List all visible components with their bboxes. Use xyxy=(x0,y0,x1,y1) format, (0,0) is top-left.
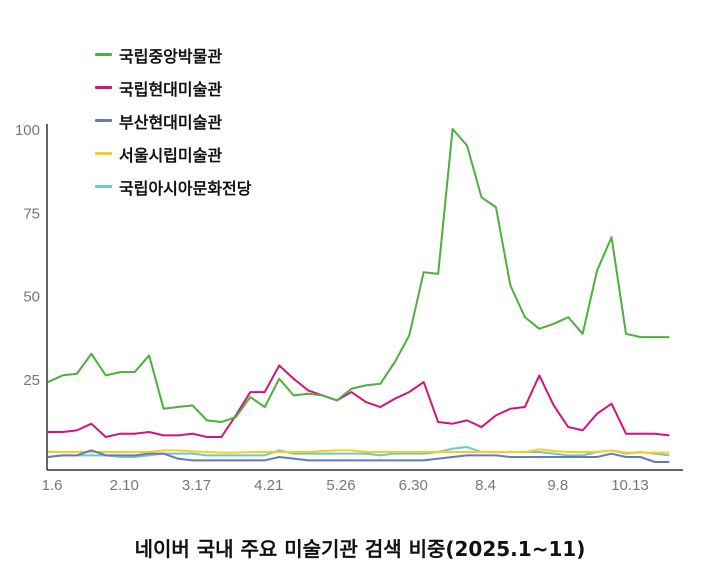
legend-swatch xyxy=(95,53,112,56)
legend-swatch xyxy=(95,152,112,155)
x-tick-label: 4.21 xyxy=(254,477,283,494)
y-tick-label: 25 xyxy=(23,372,40,389)
legend-item: 서울시립미술관 xyxy=(95,137,251,170)
legend-swatch xyxy=(95,119,112,122)
chart-title: 네이버 국내 주요 미술기관 검색 비중(2025.1~11) xyxy=(134,537,586,561)
y-tick-label: 50 xyxy=(23,289,40,306)
x-tick-label: 9.8 xyxy=(547,477,568,494)
legend-label: 서울시립미술관 xyxy=(119,145,223,165)
legend-label: 국립중앙박물관 xyxy=(119,46,223,66)
legend-label: 국립현대미술관 xyxy=(119,79,223,99)
series-line xyxy=(47,128,670,424)
legend-item: 국립현대미술관 xyxy=(95,71,251,104)
x-tick-label: 2.10 xyxy=(110,477,139,494)
y-tick-label: 75 xyxy=(23,205,40,222)
series-line xyxy=(48,448,670,454)
legend-label: 부산현대미술관 xyxy=(119,112,223,132)
x-tick-label: 3.17 xyxy=(182,477,211,494)
x-tick-label: 10.13 xyxy=(611,477,649,494)
x-tick-label: 1.6 xyxy=(42,477,63,494)
y-tick-label: 100 xyxy=(15,122,40,139)
x-tick-label: 8.4 xyxy=(475,477,496,494)
legend-item: 부산현대미술관 xyxy=(95,104,251,137)
series-line xyxy=(47,446,670,459)
series-line xyxy=(48,364,670,439)
legend-label: 국립아시아문화전당 xyxy=(119,178,252,198)
legend-swatch xyxy=(95,185,112,188)
x-tick-label: 6.30 xyxy=(399,477,428,494)
legend-item: 국립아시아문화전당 xyxy=(95,170,251,203)
series-line xyxy=(47,449,670,463)
legend-swatch xyxy=(95,86,112,89)
x-tick-label: 5.26 xyxy=(326,477,355,494)
legend-item: 국립중앙박물관 xyxy=(95,38,251,71)
